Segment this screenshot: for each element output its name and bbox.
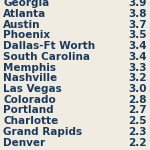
Text: Denver: Denver [3,138,45,148]
Text: Grand Rapids: Grand Rapids [3,127,82,137]
Text: 3.0: 3.0 [129,84,147,94]
Text: Portland: Portland [3,105,54,116]
Text: 3.4: 3.4 [128,41,147,51]
Text: Atlanta: Atlanta [3,9,46,19]
Text: 3.4: 3.4 [128,52,147,62]
Text: 3.5: 3.5 [129,30,147,40]
Text: Las Vegas: Las Vegas [3,84,62,94]
Text: 3.3: 3.3 [129,63,147,73]
Text: 2.5: 2.5 [129,116,147,126]
Text: Dallas-Ft Worth: Dallas-Ft Worth [3,41,95,51]
Text: Charlotte: Charlotte [3,116,58,126]
Text: 3.9: 3.9 [129,0,147,8]
Text: Phoenix: Phoenix [3,30,50,40]
Text: Austin: Austin [3,20,40,30]
Text: South Carolina: South Carolina [3,52,90,62]
Text: Georgia: Georgia [3,0,49,8]
Text: 3.8: 3.8 [129,9,147,19]
Text: Nashville: Nashville [3,73,57,83]
Text: 2.2: 2.2 [129,138,147,148]
Text: 3.2: 3.2 [129,73,147,83]
Text: 3.7: 3.7 [128,20,147,30]
Text: 2.3: 2.3 [129,127,147,137]
Text: Colorado: Colorado [3,95,56,105]
Text: 2.7: 2.7 [128,105,147,116]
Text: 2.8: 2.8 [129,95,147,105]
Text: Memphis: Memphis [3,63,56,73]
